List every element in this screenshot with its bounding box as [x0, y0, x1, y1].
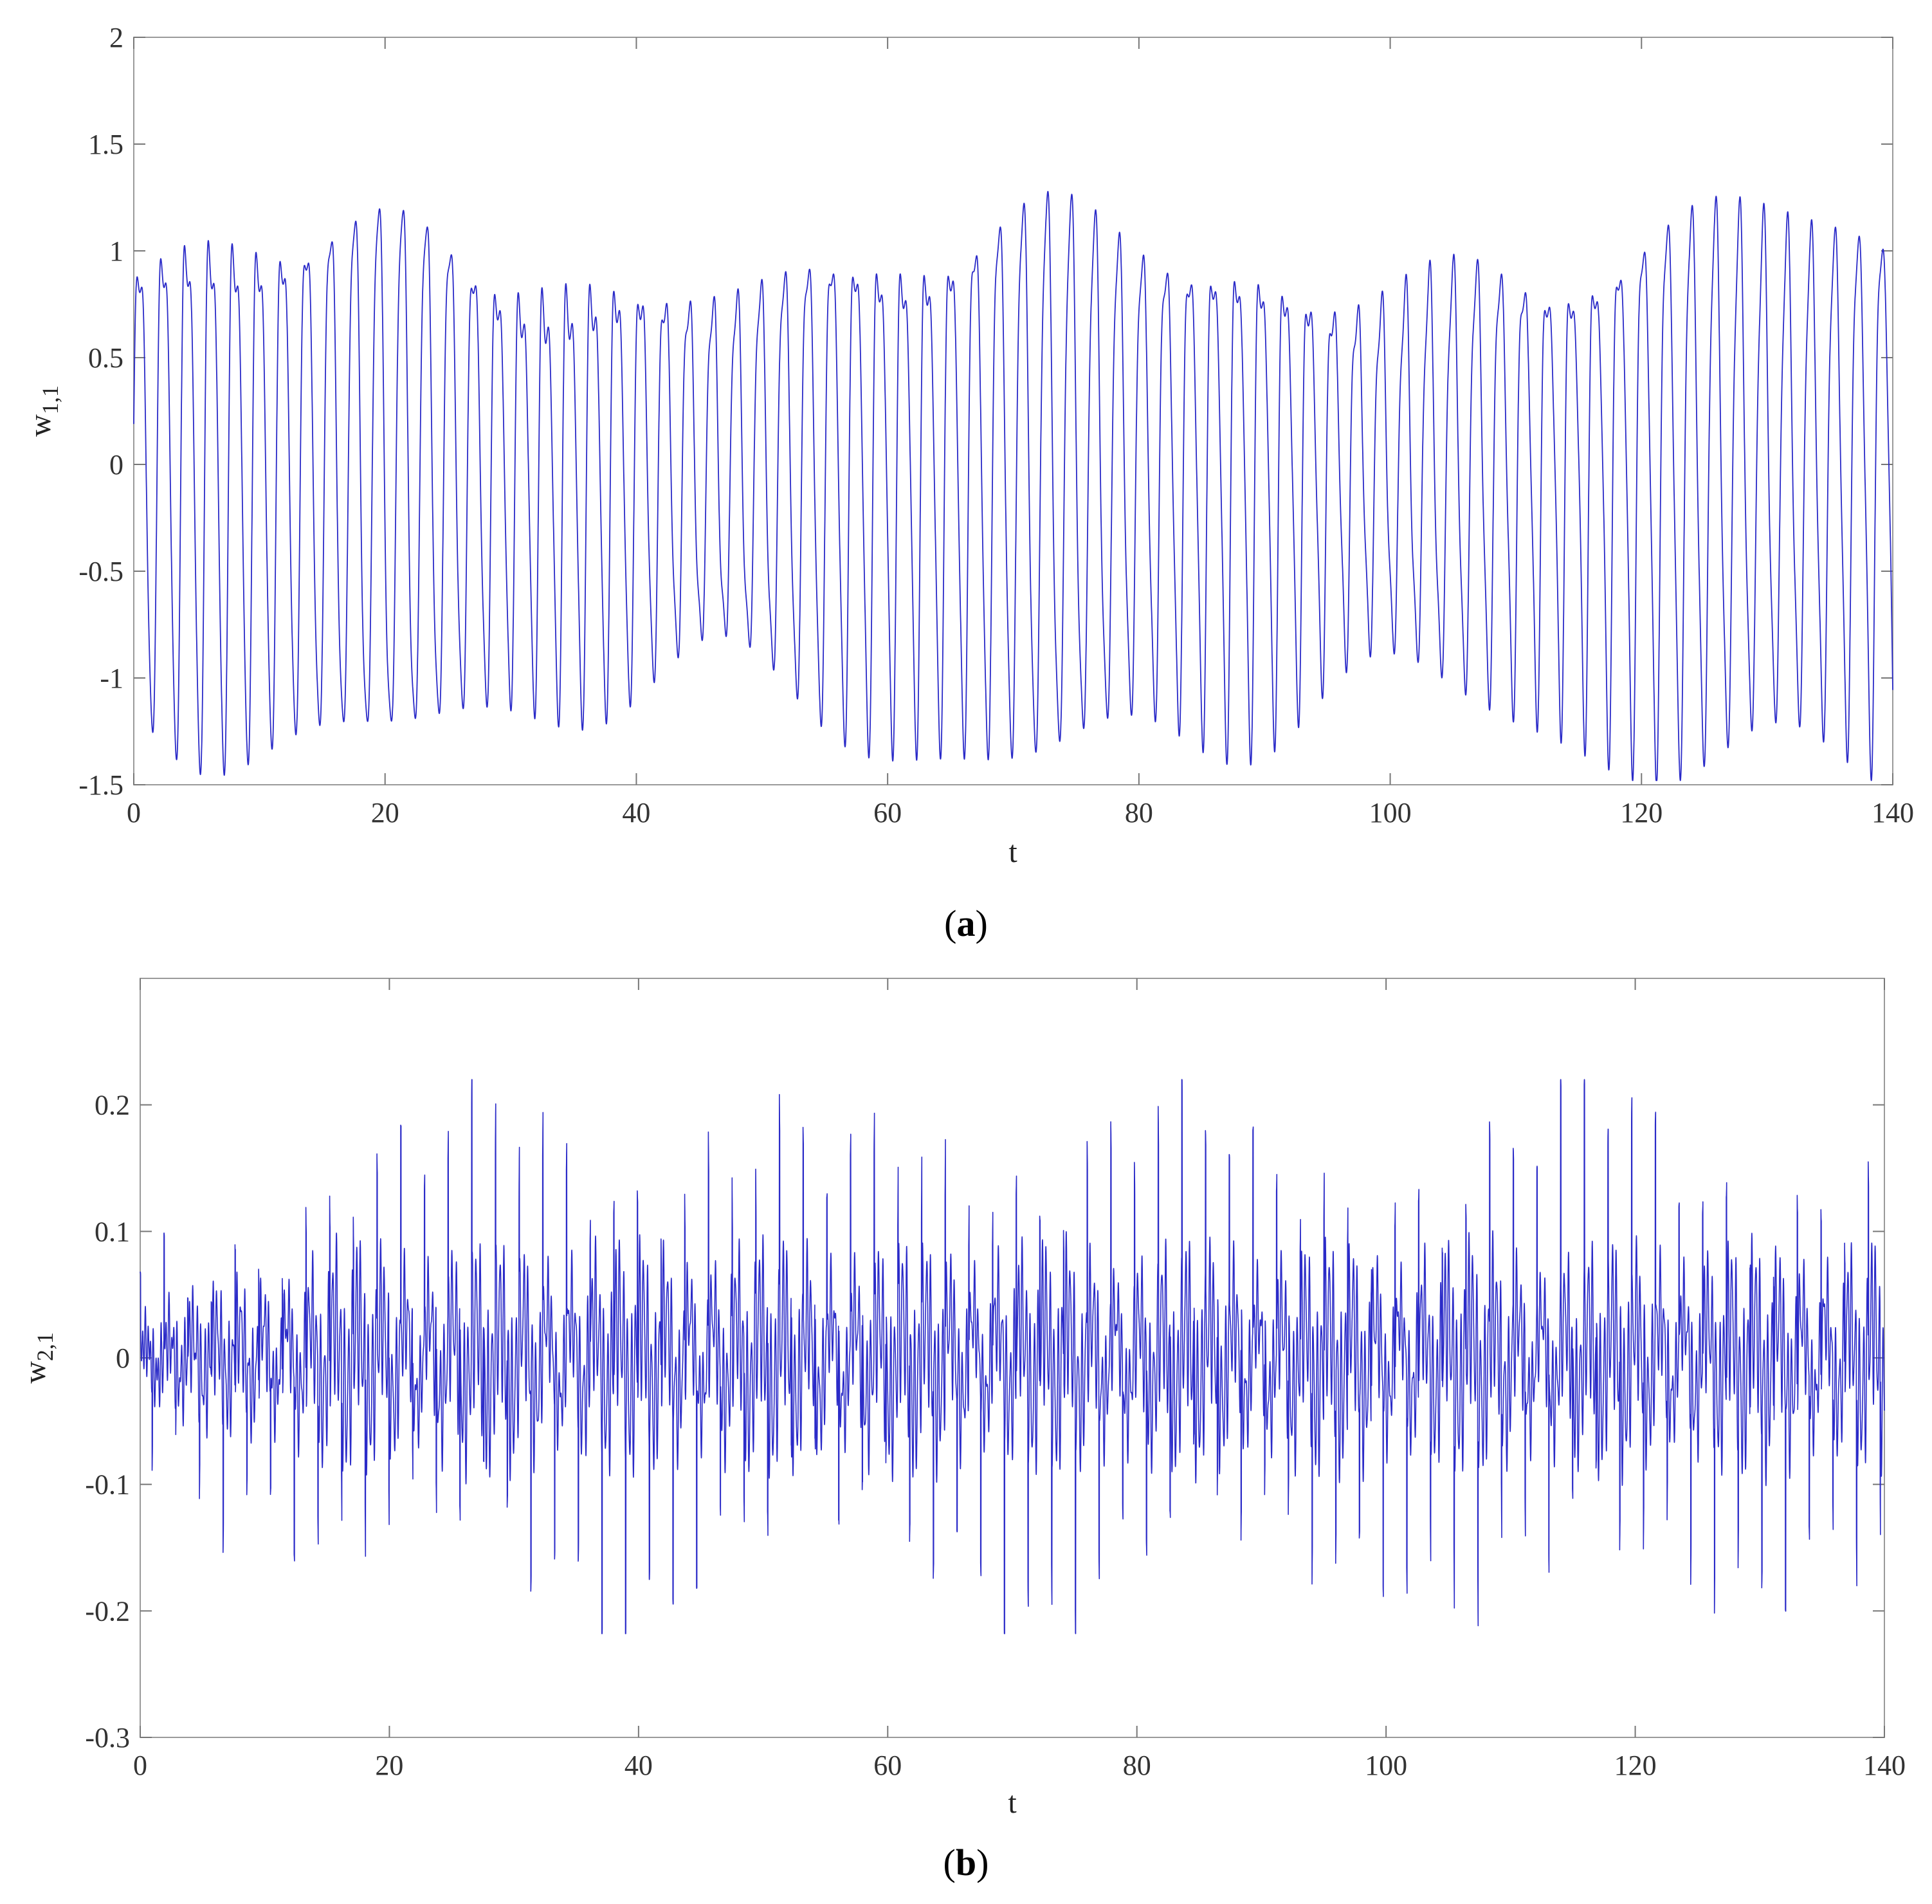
x-tick-label-b: 100: [1365, 1750, 1407, 1781]
x-tick-label-a: 20: [371, 797, 399, 828]
y-tick-label-b: 0: [116, 1342, 130, 1374]
x-tick-label-a: 80: [1125, 797, 1153, 828]
y-tick-label-b: -0.2: [85, 1595, 130, 1627]
y-tick-label-b: 0.2: [95, 1090, 130, 1121]
ticks-b: 0 20 40 60 80 100 120 140 -0.3 -0.2 -0.1 0 0.1 0.2: [85, 978, 1906, 1781]
y-tick-label-a: 0.5: [88, 342, 123, 374]
y-tick-label-a: 1.5: [88, 129, 123, 160]
subfigure-label-a-letter: a: [957, 902, 976, 944]
panel-a-chart: 0 20 40 60 80 100 120 140-1.5-1-0.500.511.52 t …: [23, 22, 1914, 944]
y-tick-label-a: -1: [100, 663, 123, 694]
x-tick-label-a: 40: [622, 797, 650, 828]
x-tick-label-a: 120: [1620, 797, 1663, 828]
x-tick-label-a: 140: [1872, 797, 1914, 828]
y-axis-label-a-base: w: [23, 414, 57, 437]
panel-b-chart: 0 20 40 60 80 100 120 140-0.3-0.2-0.100.10.2 t …: [18, 978, 1906, 1883]
y-tick-label-b: -0.3: [85, 1722, 130, 1753]
y-tick-label-a: 0: [109, 449, 123, 481]
ticks-a: 0 20 40 60 80 100 120 140 -1.5 -1 -0.5 0 0.5 1 1.5 2: [78, 22, 1914, 828]
y-tick-label-a: 2: [109, 22, 123, 53]
y-axis-label-b: w2,1: [18, 1332, 58, 1384]
x-axis-label-b: t: [1008, 1786, 1017, 1820]
x-tick-label-b: 60: [873, 1750, 902, 1781]
x-tick-label-b: 80: [1123, 1750, 1151, 1781]
subfigure-label-a: (a): [944, 902, 988, 944]
x-tick-label-b: 120: [1614, 1750, 1657, 1781]
x-tick-label-a: 0: [127, 797, 141, 828]
subfigure-label-b-letter: b: [956, 1842, 976, 1883]
subfigure-label-b: (b): [943, 1842, 989, 1883]
y-axis-label-a-sub: 1,1: [37, 385, 63, 414]
y-tick-label-b: -0.1: [85, 1469, 130, 1501]
subfigure-label-b-close: ): [976, 1842, 989, 1883]
subfigure-label-a-open: (: [944, 902, 956, 944]
y-tick-label-b: 0.1: [95, 1216, 130, 1247]
x-axis-label-a: t: [1008, 835, 1017, 869]
x-tick-label-b: 40: [624, 1750, 653, 1781]
x-tick-label-b: 140: [1863, 1750, 1906, 1781]
y-tick-label-a: -1.5: [78, 769, 123, 801]
subfigure-label-a-close: ): [976, 902, 988, 944]
y-axis-label-a: w1,1: [23, 385, 63, 437]
x-tick-label-b: 0: [133, 1750, 147, 1781]
x-tick-label-a: 60: [873, 797, 902, 828]
series-line-w21: [140, 1079, 1885, 1634]
y-tick-label-a: -0.5: [78, 556, 123, 587]
x-tick-label-a: 100: [1369, 797, 1412, 828]
x-tick-label-b: 20: [375, 1750, 403, 1781]
y-axis-label-b-base: w: [18, 1361, 52, 1384]
y-axis-label-b-sub: 2,1: [32, 1332, 58, 1361]
plot-frame-a: [133, 37, 1893, 785]
y-tick-label-a: 1: [109, 235, 123, 267]
series-line-w11: [133, 190, 1893, 782]
subfigure-label-b-open: (: [943, 1842, 956, 1883]
